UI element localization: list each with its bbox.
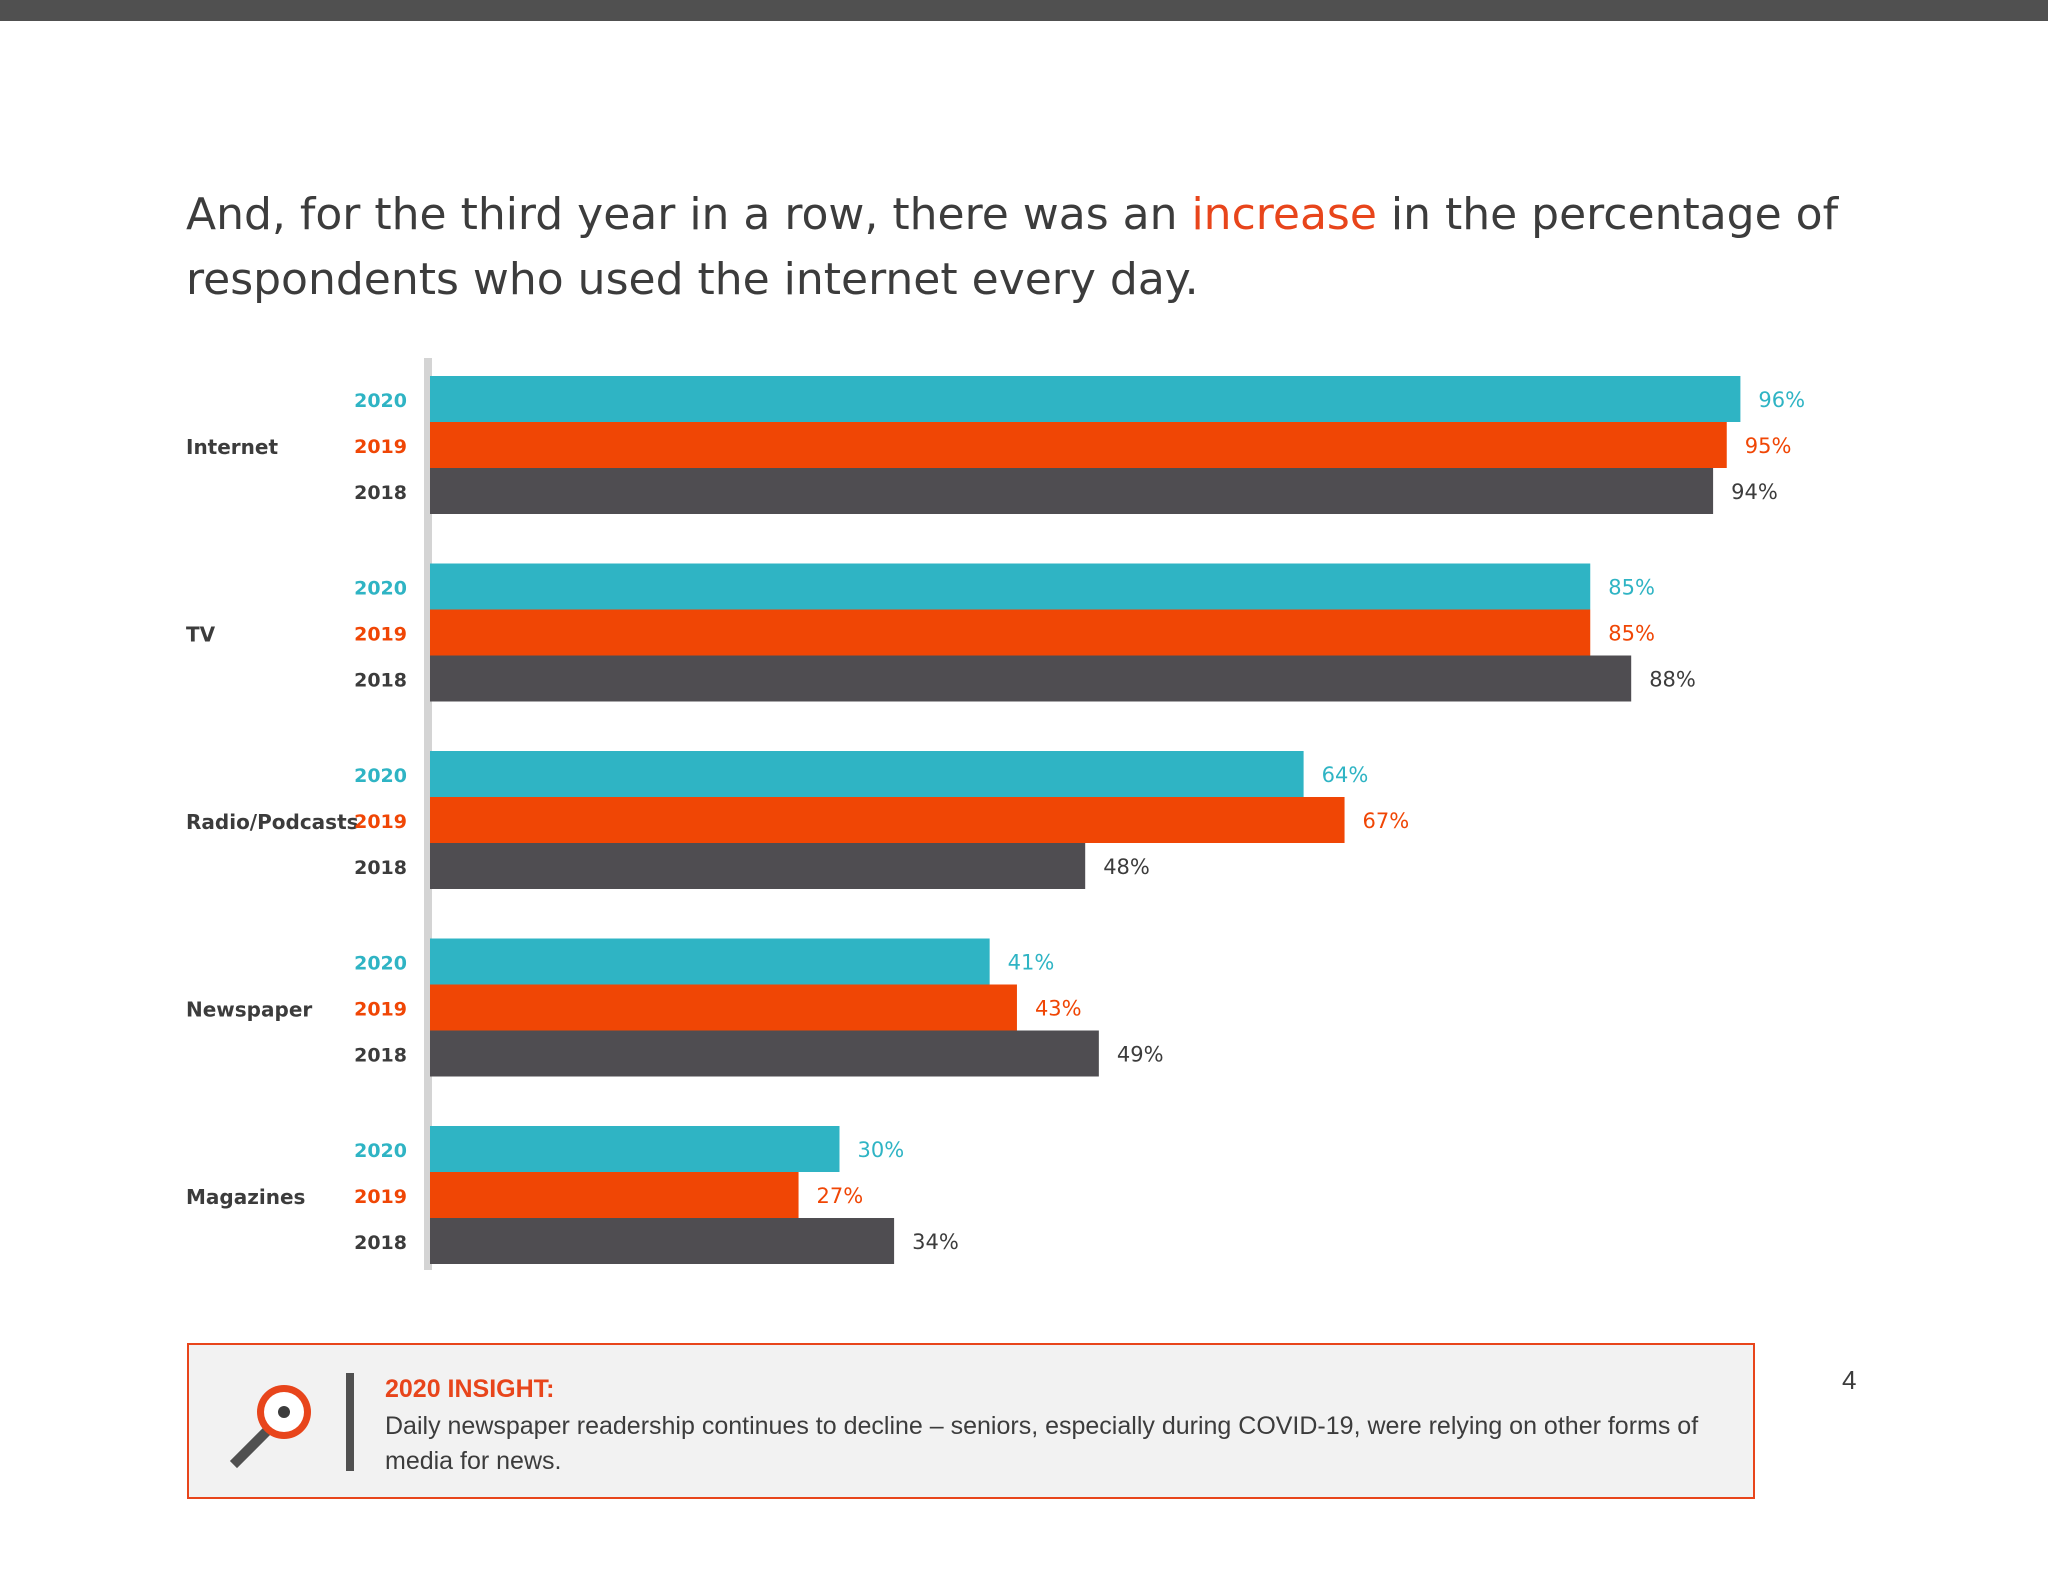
magnifier-icon [229,1385,311,1469]
bar-newspaper-2020 [430,938,990,985]
year-label-tv-2019: 2019 [354,624,407,646]
bar-newspaper-2018 [430,1030,1099,1077]
category-label-magazines: Magazines [186,1185,305,1209]
bar-magazines-2019 [430,1172,799,1218]
bar-radio-podcasts-2018 [430,843,1086,889]
category-label-internet: Internet [186,435,278,459]
year-label-newspaper-2019: 2019 [354,999,407,1021]
category-label-radio-podcasts: Radio/Podcasts [186,810,359,834]
year-label-internet-2020: 2020 [354,390,407,412]
year-label-internet-2019: 2019 [354,436,407,458]
headline-part2: in the percentage of respondents who use… [186,189,1839,305]
insight-text: Daily newspaper readership continues to … [385,1412,1699,1475]
bar-internet-2019 [430,422,1727,468]
page-title: And, for the third year in a row, there … [186,182,1886,312]
value-label-newspaper-2020: 41% [1008,951,1055,975]
year-label-radio-podcasts-2020: 2020 [354,765,407,787]
page-number: 4 [1842,1365,1857,1395]
year-label-newspaper-2020: 2020 [354,953,407,975]
bar-magazines-2018 [430,1218,895,1264]
value-label-tv-2019: 85% [1608,622,1655,646]
value-label-tv-2018: 88% [1649,668,1696,692]
year-label-magazines-2020: 2020 [354,1140,407,1162]
bar-tv-2020 [430,563,1591,610]
value-label-internet-2018: 94% [1731,480,1778,504]
value-label-magazines-2018: 34% [912,1230,959,1254]
y-axis-line [424,358,432,1270]
year-label-radio-podcasts-2019: 2019 [354,811,407,833]
bar-tv-2018 [430,655,1632,702]
bar-radio-podcasts-2020 [430,751,1304,797]
bar-magazines-2020 [430,1126,840,1172]
bar-internet-2020 [430,376,1741,422]
value-label-newspaper-2018: 49% [1117,1043,1164,1067]
year-label-tv-2020: 2020 [354,578,407,600]
value-label-newspaper-2019: 43% [1035,997,1082,1021]
category-label-tv: TV [186,623,216,647]
headline-highlight: increase [1191,189,1377,240]
value-label-tv-2020: 85% [1608,576,1655,600]
value-label-radio-podcasts-2019: 67% [1363,809,1410,833]
year-label-radio-podcasts-2018: 2018 [354,857,407,879]
year-label-magazines-2019: 2019 [354,1186,407,1208]
year-label-newspaper-2018: 2018 [354,1045,407,1067]
value-label-radio-podcasts-2018: 48% [1103,855,1150,879]
value-label-magazines-2020: 30% [858,1138,905,1162]
year-label-internet-2018: 2018 [354,482,407,504]
bar-internet-2018 [430,468,1714,514]
headline-part1: And, for the third year in a row, there … [186,189,1192,240]
bar-radio-podcasts-2019 [430,797,1345,843]
value-label-radio-podcasts-2020: 64% [1322,763,1369,787]
value-label-magazines-2019: 27% [817,1184,864,1208]
bar-tv-2019 [430,609,1591,656]
bar-newspaper-2019 [430,984,1017,1031]
value-label-internet-2019: 95% [1745,434,1792,458]
value-label-internet-2020: 96% [1758,388,1805,412]
year-label-tv-2018: 2018 [354,670,407,692]
bar-chart: Internet 2020 96% 2019 95% 2018 94% TV 2020 85% 20… [186,358,1805,1270]
insight-divider [346,1373,354,1471]
top-bar [0,0,2048,21]
insight-box: 2020 INSIGHT: Daily newspaper readership… [187,1343,1755,1499]
category-label-newspaper: Newspaper [186,998,312,1022]
year-label-magazines-2018: 2018 [354,1232,407,1254]
insight-title: 2020 INSIGHT: [385,1375,555,1403]
